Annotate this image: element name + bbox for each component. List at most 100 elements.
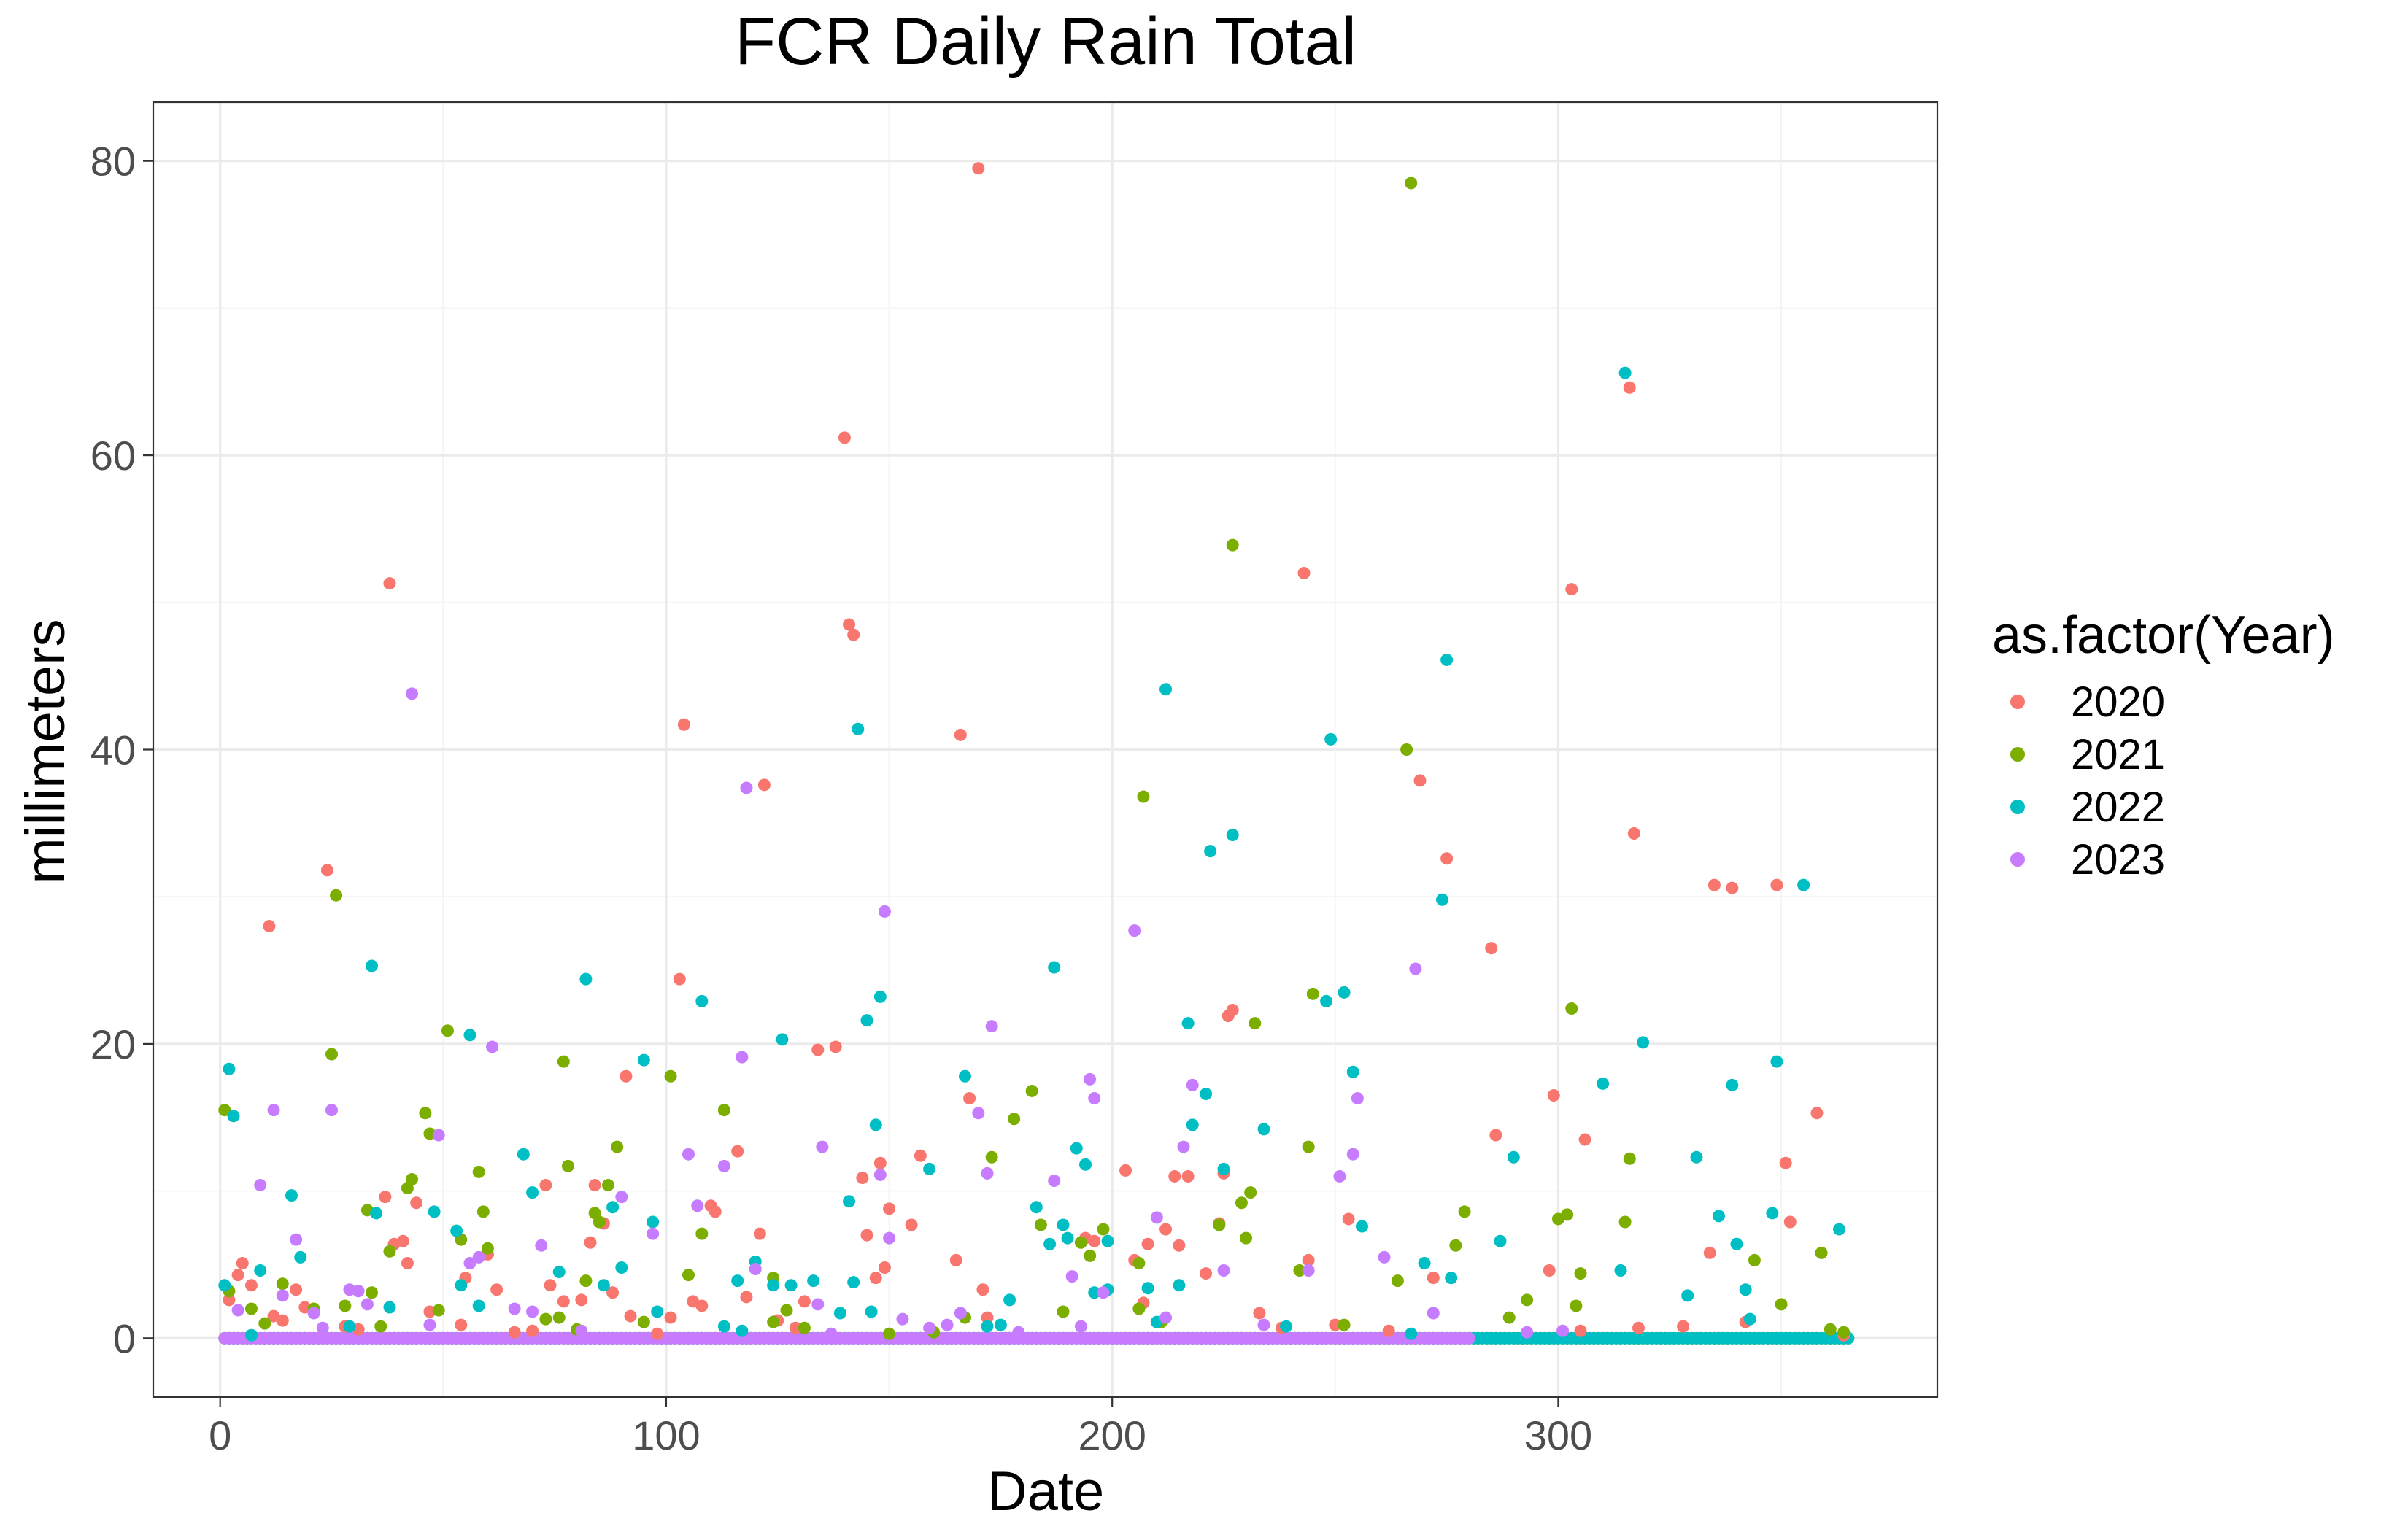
data-point	[985, 1150, 998, 1164]
data-point	[1677, 1320, 1690, 1333]
data-point	[749, 1263, 762, 1276]
data-point	[1257, 1318, 1270, 1331]
data-point	[695, 1227, 709, 1240]
data-point	[1012, 1326, 1025, 1339]
data-point	[396, 1234, 409, 1247]
data-point	[1329, 1318, 1342, 1331]
data-point	[1413, 774, 1427, 787]
data-point-zero	[1462, 1331, 1475, 1345]
data-point	[1739, 1283, 1752, 1296]
data-point	[905, 1218, 918, 1231]
data-point	[1418, 1256, 1431, 1269]
data-point	[244, 1328, 258, 1342]
data-point	[379, 1191, 392, 1204]
data-point	[290, 1283, 303, 1296]
data-point	[847, 628, 860, 641]
data-point	[843, 618, 856, 631]
data-point	[1810, 1107, 1824, 1120]
data-point	[878, 905, 891, 918]
data-point	[1119, 1164, 1132, 1177]
data-point	[717, 1320, 730, 1333]
data-point	[883, 1202, 896, 1215]
data-point	[1783, 1215, 1797, 1229]
data-point	[1088, 1286, 1101, 1299]
data-point	[423, 1318, 436, 1331]
data-point	[615, 1261, 628, 1274]
data-point	[941, 1318, 954, 1331]
data-point	[557, 1055, 570, 1068]
data-point	[1235, 1196, 1248, 1210]
data-point	[1565, 583, 1578, 596]
data-point	[1690, 1150, 1703, 1164]
data-point	[320, 864, 333, 877]
data-point	[1445, 1272, 1458, 1285]
data-point	[1618, 1215, 1632, 1229]
data-point	[472, 1250, 485, 1264]
data-point	[865, 1305, 878, 1318]
data-point	[1181, 1169, 1195, 1183]
minor-gridlines	[153, 102, 1937, 1397]
data-point	[1489, 1129, 1502, 1142]
data-point	[682, 1148, 695, 1161]
data-point	[227, 1110, 240, 1123]
data-point	[236, 1256, 249, 1269]
data-point	[450, 1224, 463, 1237]
x-tick-label: 0	[209, 1412, 231, 1458]
data-point	[339, 1299, 352, 1312]
data-point	[1743, 1312, 1756, 1326]
data-point	[1159, 1223, 1173, 1236]
data-point	[1173, 1279, 1186, 1292]
data-point	[1128, 924, 1141, 937]
data-point	[401, 1256, 414, 1269]
data-point	[276, 1277, 289, 1291]
data-point	[1748, 1253, 1761, 1266]
data-point	[1137, 790, 1150, 803]
data-point	[1627, 827, 1640, 840]
data-point	[1200, 1267, 1213, 1280]
data-point	[1574, 1267, 1587, 1280]
data-point	[316, 1321, 329, 1334]
data-point	[1324, 732, 1338, 746]
data-point	[833, 1307, 846, 1320]
data-point	[647, 1227, 660, 1240]
data-point	[1338, 986, 1351, 999]
data-point	[1302, 1253, 1315, 1266]
data-point	[1048, 1174, 1061, 1187]
data-point	[1614, 1264, 1627, 1277]
data-point	[290, 1233, 303, 1246]
data-point	[383, 1245, 396, 1258]
data-point	[1306, 987, 1319, 1000]
data-point	[695, 1299, 709, 1312]
data-point	[1565, 1002, 1578, 1015]
data-point	[1213, 1218, 1226, 1231]
data-point	[490, 1283, 503, 1296]
data-point	[325, 1104, 338, 1117]
data-point	[1043, 1237, 1057, 1250]
data-point	[366, 959, 379, 972]
data-point	[1521, 1293, 1534, 1307]
data-point	[1293, 1264, 1306, 1277]
y-axis: 0 20 40 60 80	[90, 139, 153, 1361]
data-point	[276, 1314, 289, 1327]
data-point	[1409, 962, 1422, 975]
data-point	[1400, 743, 1413, 756]
data-points	[218, 162, 1855, 1345]
data-point	[1382, 1324, 1395, 1337]
data-point	[972, 1107, 985, 1120]
data-point	[1770, 878, 1783, 891]
data-point	[258, 1317, 271, 1330]
data-point	[972, 162, 985, 175]
data-point	[1057, 1218, 1070, 1231]
data-point	[731, 1145, 744, 1158]
data-point	[1204, 845, 1217, 858]
data-point	[588, 1179, 601, 1192]
data-point	[1833, 1223, 1846, 1236]
data-point	[383, 577, 396, 590]
data-point	[1008, 1113, 1021, 1126]
data-point	[1088, 1092, 1101, 1105]
data-point	[1547, 1089, 1560, 1102]
data-point	[1280, 1320, 1293, 1333]
data-point	[476, 1205, 490, 1218]
